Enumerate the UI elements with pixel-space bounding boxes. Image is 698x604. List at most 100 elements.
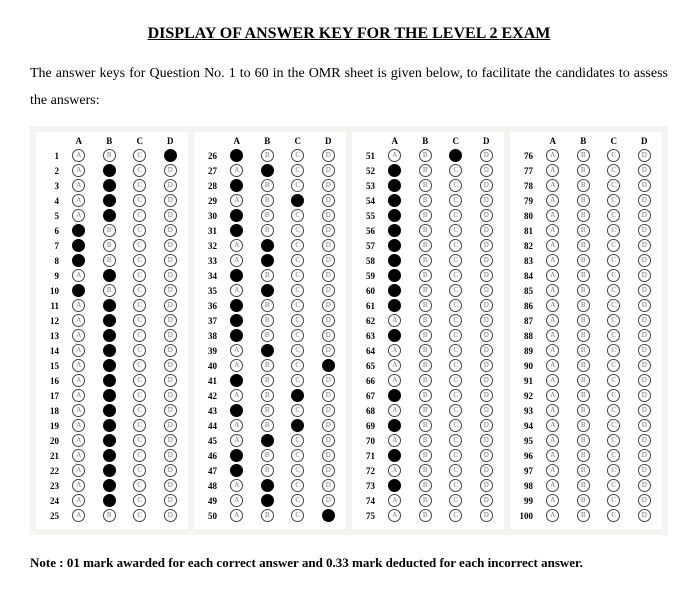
question-row: 96ABCD (514, 448, 658, 463)
answer-bubble: D (480, 434, 493, 447)
answer-bubble: A (230, 149, 243, 162)
answer-bubble: C (607, 209, 620, 222)
question-number: 67 (356, 391, 378, 401)
answer-bubble: D (164, 509, 177, 522)
answer-bubble: A (546, 434, 559, 447)
answer-bubble: B (419, 254, 432, 267)
answer-bubble: B (261, 344, 274, 357)
answer-bubble: C (449, 374, 462, 387)
question-row: 23ABCD (40, 478, 184, 493)
answer-bubble: B (577, 374, 590, 387)
header-option: B (570, 136, 598, 146)
answer-bubble: B (577, 254, 590, 267)
answer-bubble: A (546, 464, 559, 477)
answer-bubble: A (546, 254, 559, 267)
answer-bubble: C (607, 419, 620, 432)
answer-bubble: B (261, 179, 274, 192)
page-title: DISPLAY OF ANSWER KEY FOR THE LEVEL 2 EX… (30, 25, 668, 43)
answer-bubble: C (607, 164, 620, 177)
question-row: 17ABCD (40, 388, 184, 403)
answer-bubble: C (291, 314, 304, 327)
answer-bubble: D (638, 389, 651, 402)
answer-bubble: C (133, 224, 146, 237)
answer-bubble: B (103, 389, 116, 402)
question-number: 74 (356, 496, 378, 506)
answer-bubble: D (164, 269, 177, 282)
question-row: 97ABCD (514, 463, 658, 478)
header-option: C (600, 136, 628, 146)
answer-bubble: A (230, 509, 243, 522)
answer-bubble: C (133, 164, 146, 177)
question-row: 9ABCD (40, 268, 184, 283)
question-row: 59ABCD (356, 268, 500, 283)
question-number: 12 (40, 316, 62, 326)
question-row: 4ABCD (40, 193, 184, 208)
answer-bubble: D (322, 479, 335, 492)
question-number: 84 (514, 271, 536, 281)
answer-bubble: B (419, 464, 432, 477)
answer-bubble: D (164, 419, 177, 432)
question-number: 29 (198, 196, 220, 206)
omr-block: ABCD76ABCD77ABCD78ABCD79ABCD80ABCD81ABCD… (510, 132, 662, 529)
answer-bubble: A (72, 179, 85, 192)
question-row: 45ABCD (198, 433, 342, 448)
question-number: 2 (40, 166, 62, 176)
answer-bubble: D (480, 359, 493, 372)
answer-bubble: A (72, 479, 85, 492)
answer-bubble: D (638, 329, 651, 342)
answer-bubble: D (480, 284, 493, 297)
answer-bubble: A (388, 299, 401, 312)
answer-bubble: C (133, 359, 146, 372)
question-row: 63ABCD (356, 328, 500, 343)
omr-sheet: ABCD1ABCD2ABCD3ABCD4ABCD5ABCD6ABCD7ABCD8… (30, 126, 668, 535)
question-number: 25 (40, 511, 62, 521)
answer-bubble: B (103, 194, 116, 207)
answer-bubble: B (419, 449, 432, 462)
question-row: 24ABCD (40, 493, 184, 508)
header-option: B (96, 136, 124, 146)
answer-bubble: C (607, 449, 620, 462)
question-number: 69 (356, 421, 378, 431)
answer-bubble: D (480, 314, 493, 327)
answer-bubble: C (291, 479, 304, 492)
answer-bubble: D (322, 269, 335, 282)
block-header: ABCD (514, 136, 658, 146)
question-row: 72ABCD (356, 463, 500, 478)
answer-bubble: A (546, 149, 559, 162)
answer-bubble: C (133, 389, 146, 402)
answer-bubble: D (322, 359, 335, 372)
answer-bubble: A (546, 239, 559, 252)
question-number: 9 (40, 271, 62, 281)
answer-bubble: D (164, 149, 177, 162)
question-row: 3ABCD (40, 178, 184, 193)
answer-bubble: C (607, 359, 620, 372)
answer-bubble: D (480, 344, 493, 357)
answer-bubble: B (577, 434, 590, 447)
answer-bubble: C (449, 209, 462, 222)
answer-bubble: B (577, 419, 590, 432)
answer-bubble: C (133, 419, 146, 432)
answer-bubble: B (103, 404, 116, 417)
answer-bubble: B (419, 299, 432, 312)
answer-bubble: B (577, 329, 590, 342)
question-number: 46 (198, 451, 220, 461)
answer-bubble: D (480, 374, 493, 387)
answer-bubble: B (419, 269, 432, 282)
answer-bubble: C (449, 179, 462, 192)
header-option: D (157, 136, 185, 146)
answer-bubble: A (230, 299, 243, 312)
question-number: 73 (356, 481, 378, 491)
question-number: 100 (514, 511, 536, 521)
question-number: 10 (40, 286, 62, 296)
answer-bubble: A (546, 284, 559, 297)
answer-bubble: D (164, 434, 177, 447)
answer-bubble: A (230, 194, 243, 207)
answer-bubble: A (546, 314, 559, 327)
answer-bubble: A (546, 209, 559, 222)
answer-bubble: C (607, 299, 620, 312)
answer-bubble: D (164, 344, 177, 357)
header-option: A (65, 136, 93, 146)
question-row: 56ABCD (356, 223, 500, 238)
question-row: 91ABCD (514, 373, 658, 388)
answer-bubble: D (638, 224, 651, 237)
